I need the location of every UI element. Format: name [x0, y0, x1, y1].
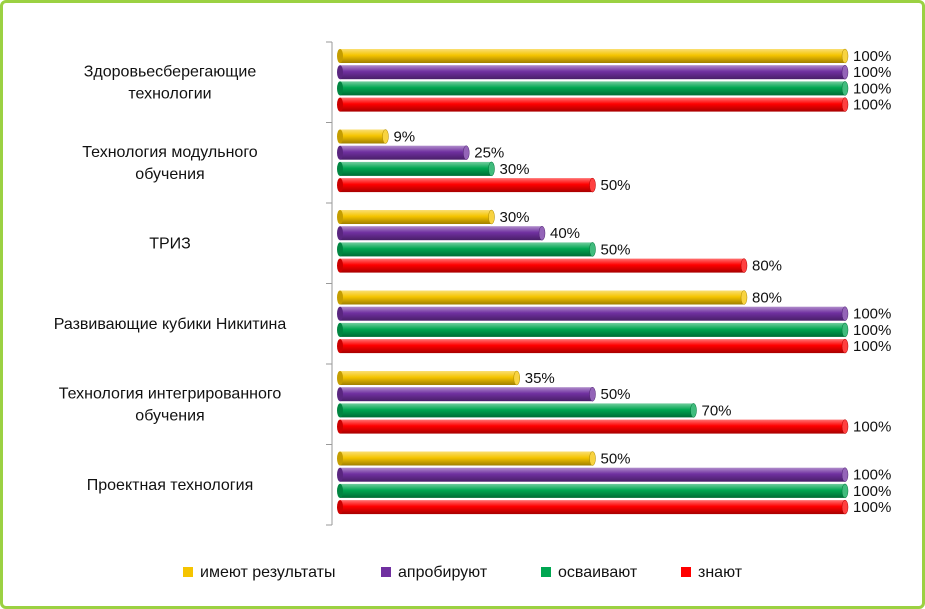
bar	[337, 467, 849, 482]
bar	[337, 451, 596, 466]
data-label: 35%	[525, 370, 555, 387]
data-label: 9%	[393, 129, 415, 146]
data-label: 100%	[853, 80, 891, 97]
bar	[337, 370, 520, 386]
category-label: Технология интегрированного	[59, 385, 282, 402]
axis-layer	[326, 41, 333, 526]
bar	[337, 145, 470, 160]
data-label: 50%	[601, 386, 631, 403]
value-labels: 100%9%30%80%35%50%100%25%40%100%50%100%1…	[393, 48, 891, 516]
legend-label: знают	[698, 564, 743, 581]
data-label: 50%	[601, 177, 631, 194]
legend-item: имеют результаты	[183, 564, 335, 581]
legend-swatch	[183, 567, 193, 577]
bar	[337, 338, 849, 354]
bar	[337, 499, 849, 515]
data-label: 100%	[853, 338, 891, 355]
bar	[337, 64, 849, 80]
data-label: 100%	[853, 64, 891, 81]
data-label: 80%	[752, 258, 782, 275]
bar	[337, 306, 849, 321]
bars	[337, 48, 849, 515]
category-label: Технология модульного	[82, 144, 258, 161]
category-label: ТРИЗ	[149, 235, 191, 252]
legend: имеют результаты апробируют осваивают знают	[183, 564, 743, 581]
category-label: обучения	[135, 407, 204, 424]
bar	[337, 81, 849, 96]
legend-swatch	[681, 567, 691, 577]
bar	[337, 419, 849, 434]
category-label: Проектная технология	[87, 477, 253, 494]
legend-item: осваивают	[541, 564, 638, 581]
bar	[337, 161, 495, 177]
data-label: 50%	[601, 451, 631, 468]
data-label: 100%	[853, 306, 891, 323]
data-label: 80%	[752, 290, 782, 307]
bar	[337, 209, 495, 225]
bar	[337, 177, 596, 193]
data-label: 100%	[853, 499, 891, 516]
bar	[337, 290, 748, 305]
legend-swatch	[381, 567, 391, 577]
bar	[337, 322, 849, 338]
bar	[337, 225, 546, 241]
data-label: 100%	[853, 48, 891, 65]
bar	[337, 129, 389, 144]
category-label: Здоровьесберегающие	[84, 63, 257, 80]
legend-label: апробируют	[398, 564, 488, 581]
category-label: обучения	[135, 166, 204, 183]
data-label: 100%	[853, 322, 891, 339]
legend-swatch	[541, 567, 551, 577]
data-label: 25%	[474, 145, 504, 162]
data-label: 50%	[601, 241, 631, 258]
legend-label: осваивают	[558, 564, 638, 581]
data-label: 100%	[853, 97, 891, 114]
legend-item: знают	[681, 564, 743, 581]
category-label: Развивающие кубики Никитина	[54, 316, 287, 333]
category-label: технологии	[128, 85, 211, 102]
bar	[337, 403, 697, 418]
data-label: 70%	[702, 402, 732, 419]
bar	[337, 97, 849, 112]
legend-label: имеют результаты	[200, 564, 335, 581]
data-label: 100%	[853, 467, 891, 484]
category-labels: Здоровьесберегающие технологии Технология …	[54, 63, 287, 494]
data-label: 100%	[853, 483, 891, 500]
data-label: 40%	[550, 225, 580, 242]
bar	[337, 48, 849, 64]
data-label: 100%	[853, 419, 891, 436]
bar	[337, 386, 596, 402]
data-label: 30%	[500, 161, 530, 178]
data-label: 30%	[500, 209, 530, 226]
bar	[337, 483, 849, 499]
bar	[337, 242, 596, 257]
legend-item: апробируют	[381, 564, 488, 581]
bar	[337, 258, 748, 273]
